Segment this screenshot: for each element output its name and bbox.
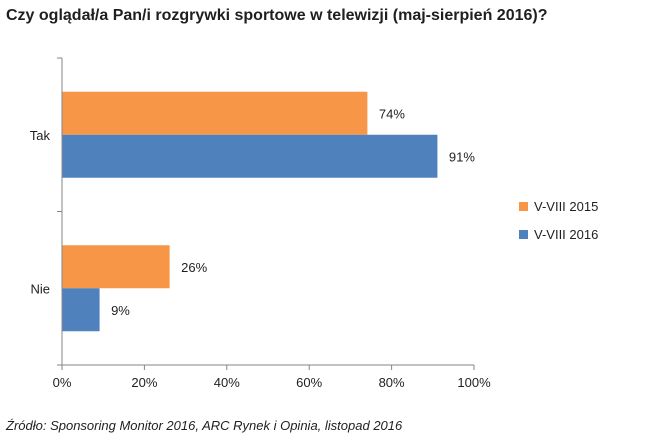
x-tick-label: 100%	[457, 375, 491, 390]
chart-legend: V-VIII 2015 V-VIII 2016	[519, 199, 598, 242]
chart-data-labels: 74% 91% 26% 9%	[111, 106, 475, 318]
chart-bars	[62, 91, 438, 332]
data-label: 26%	[181, 260, 207, 275]
data-label: 91%	[449, 149, 475, 164]
category-label: Nie	[30, 281, 50, 296]
data-label: 74%	[379, 106, 405, 121]
legend-swatch	[519, 230, 528, 239]
x-tick-label: 20%	[131, 375, 157, 390]
data-label: 9%	[111, 303, 130, 318]
x-tick-label: 40%	[214, 375, 240, 390]
bar	[62, 134, 438, 178]
legend-label: V-VIII 2015	[534, 199, 598, 214]
bar	[62, 288, 100, 332]
x-tick-label: 60%	[296, 375, 322, 390]
source-note: Źródło: Sponsoring Monitor 2016, ARC Ryn…	[6, 418, 403, 433]
x-tick-label: 80%	[379, 375, 405, 390]
bar	[62, 245, 170, 289]
legend-swatch	[519, 202, 528, 211]
x-tick-label: 0%	[53, 375, 72, 390]
chart-title: Czy oglądał/a Pan/i rozgrywki sportowe w…	[6, 7, 548, 24]
bar	[62, 91, 368, 135]
category-label: Tak	[30, 128, 51, 143]
chart-axes: 0% 20% 40% 60% 80% 100% Tak Nie	[30, 57, 491, 390]
legend-label: V-VIII 2016	[534, 227, 598, 242]
